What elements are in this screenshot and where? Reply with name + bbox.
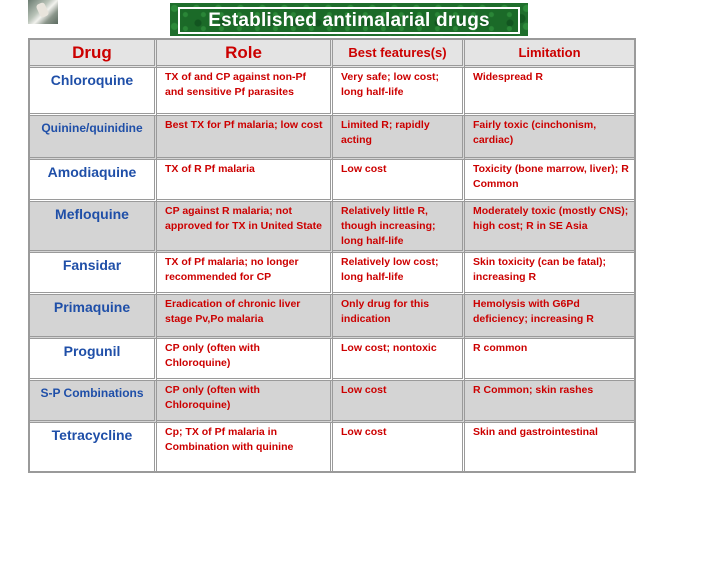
antimalarial-drug-table: Drug Role Best features(s) Limitation Ch… <box>28 38 636 473</box>
drug-name: Quinine/quinidine <box>30 116 157 160</box>
table-row: S-P Combinations CP only (often with Chl… <box>30 381 634 423</box>
drug-best-features: Limited R; rapidly acting <box>333 116 465 160</box>
drug-best-features: Low cost <box>333 160 465 202</box>
drug-best-features: Low cost <box>333 423 465 471</box>
drug-name: Amodiaquine <box>30 160 157 202</box>
table-row: Chloroquine TX of and CP against non-Pf … <box>30 68 634 116</box>
drug-name: S-P Combinations <box>30 381 157 423</box>
table-row: Quinine/quinidine Best TX for Pf malaria… <box>30 116 634 160</box>
drug-limitation: Skin and gastrointestinal <box>473 426 598 438</box>
drug-best-features: Only drug for this indication <box>333 295 465 339</box>
column-header-limitation: Limitation <box>465 40 634 68</box>
drug-role: CP only (often with Chloroquine) <box>157 381 333 423</box>
column-header-drug: Drug <box>30 40 157 68</box>
title-banner-frame: Established antimalarial drugs <box>178 7 520 34</box>
table-row: Fansidar TX of Pf malaria; no longer rec… <box>30 253 634 295</box>
table-row: Primaquine Eradication of chronic liver … <box>30 295 634 339</box>
column-header-best-features: Best features(s) <box>333 40 465 68</box>
drug-role: TX of and CP against non-Pf and sensitiv… <box>157 68 333 116</box>
drug-limitation: Widespread R <box>465 68 634 116</box>
drug-name: Fansidar <box>30 253 157 295</box>
drug-role: Eradication of chronic liver stage Pv,Po… <box>157 295 333 339</box>
drug-limitation: Moderately toxic (mostly CNS); high cost… <box>465 202 634 253</box>
drug-best-features: Low cost <box>333 381 465 423</box>
drug-name: Tetracycline <box>30 423 157 471</box>
drug-limitation: R Common; skin rashes <box>465 381 634 423</box>
drug-limitation: Toxicity (bone marrow, liver); R Common <box>465 160 634 202</box>
drug-role: TX of Pf malaria; no longer recommended … <box>157 253 333 295</box>
drug-name: Primaquine <box>30 295 157 339</box>
drug-role: Best TX for Pf malaria; low cost <box>157 116 333 160</box>
drug-limitation: Fairly toxic (cinchonism, cardiac) <box>465 116 634 160</box>
drug-role: TX of R Pf malaria <box>157 160 333 202</box>
table-row: Tetracycline Cp; TX of Pf malaria in Com… <box>30 423 634 471</box>
drug-best-features: Relatively little R, though increasing; … <box>333 202 465 253</box>
drug-limitation: Hemolysis with G6Pd deficiency; increasi… <box>465 295 634 339</box>
drug-table-container: Drug Role Best features(s) Limitation Ch… <box>28 38 636 477</box>
table-row: Mefloquine CP against R malaria; not app… <box>30 202 634 253</box>
corner-photo-thumbnail <box>28 0 58 24</box>
drug-role: CP only (often with Chloroquine) <box>157 339 333 381</box>
table-row: Amodiaquine TX of R Pf malaria Low cost … <box>30 160 634 202</box>
drug-limitation: Skin toxicity (can be fatal); increasing… <box>465 253 634 295</box>
drug-limitation: R common <box>465 339 634 381</box>
drug-role: CP against R malaria; not approved for T… <box>157 202 333 253</box>
column-header-role: Role <box>157 40 333 68</box>
drug-name: Chloroquine <box>30 68 157 116</box>
title-banner: Established antimalarial drugs <box>170 3 528 36</box>
drug-best-features: Low cost; nontoxic <box>333 339 465 381</box>
drug-name: Mefloquine <box>30 202 157 253</box>
drug-role: Cp; TX of Pf malaria in Combination with… <box>157 423 333 471</box>
drug-name: Progunil <box>30 339 157 381</box>
page-title: Established antimalarial drugs <box>208 9 490 31</box>
table-row: Progunil CP only (often with Chloroquine… <box>30 339 634 381</box>
drug-best-features: Very safe; low cost; long half-life <box>333 68 465 116</box>
table-header-row: Drug Role Best features(s) Limitation <box>30 40 634 68</box>
drug-best-features: Relatively low cost; long half-life <box>333 253 465 295</box>
